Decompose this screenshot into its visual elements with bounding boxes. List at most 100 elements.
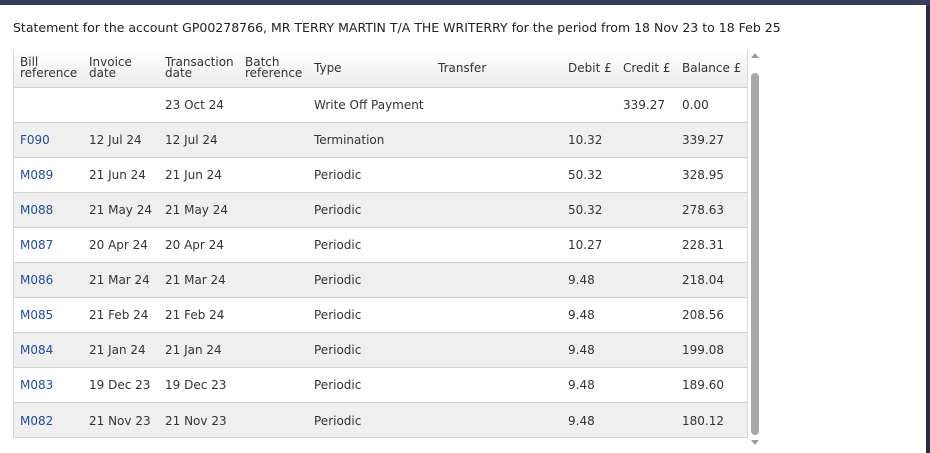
- cell-batch-reference: [239, 157, 308, 192]
- header-invoice-date[interactable]: Invoice date: [89, 55, 132, 81]
- background-page: [0, 0, 930, 6]
- header-type[interactable]: Type: [314, 60, 342, 75]
- cell-type: Periodic: [314, 167, 362, 182]
- cell-bill-reference[interactable]: M088: [20, 202, 54, 217]
- cell-type: Periodic: [314, 343, 362, 358]
- cell-credit: [617, 122, 676, 157]
- cell-bill-reference[interactable]: M083: [20, 378, 54, 393]
- table-row[interactable]: M086 21 Mar 24 21 Mar 24 Periodic 9.48 218.04: [14, 262, 747, 298]
- cell-batch-reference: [239, 368, 308, 403]
- header-balance[interactable]: Balance £: [682, 60, 742, 75]
- cell-credit: [617, 262, 676, 297]
- cell-credit: [617, 298, 676, 333]
- cell-debit: 9.48: [568, 308, 595, 323]
- cell-balance: 218.04: [682, 273, 724, 288]
- cell-debit: 9.48: [568, 378, 595, 393]
- table-row[interactable]: M088 21 May 24 21 May 24 Periodic 50.32 278.6…: [14, 192, 747, 228]
- cell-transaction-date: 19 Dec 23: [165, 378, 227, 393]
- cell-batch-reference: [239, 262, 308, 297]
- header-credit[interactable]: Credit £: [623, 60, 671, 75]
- header-transaction-date[interactable]: Transaction date: [165, 55, 234, 81]
- cell-invoice-date: 21 Nov 23: [89, 413, 151, 428]
- cell-balance: 208.56: [682, 308, 724, 323]
- cell-bill-reference[interactable]: M085: [20, 308, 54, 323]
- cell-transfer: [432, 87, 562, 122]
- scroll-down-arrow-icon[interactable]: [751, 440, 759, 445]
- cell-invoice-date: 21 May 24: [89, 202, 152, 217]
- cell-bill-reference: [14, 87, 83, 122]
- cell-invoice-date: [83, 87, 159, 122]
- cell-transfer: [432, 368, 562, 403]
- cell-debit: 50.32: [568, 167, 603, 182]
- cell-transaction-date: 23 Oct 24: [165, 97, 224, 112]
- cell-invoice-date: 20 Apr 24: [89, 237, 148, 252]
- cell-invoice-date: 21 Mar 24: [89, 273, 150, 288]
- cell-transfer: [432, 122, 562, 157]
- cell-bill-reference[interactable]: M087: [20, 237, 54, 252]
- cell-transaction-date: 12 Jul 24: [165, 132, 218, 147]
- table-row[interactable]: M089 21 Jun 24 21 Jun 24 Periodic 50.32 328.9…: [14, 157, 747, 193]
- cell-transaction-date: 20 Apr 24: [165, 237, 224, 252]
- cell-debit: [562, 87, 617, 122]
- cell-bill-reference[interactable]: M082: [20, 413, 54, 428]
- cell-invoice-date: 21 Feb 24: [89, 308, 149, 323]
- cell-transfer: [432, 157, 562, 192]
- cell-transaction-date: 21 May 24: [165, 202, 228, 217]
- cell-batch-reference: [239, 333, 308, 368]
- cell-bill-reference[interactable]: M089: [20, 167, 54, 182]
- cell-credit: [617, 192, 676, 227]
- cell-balance: 0.00: [682, 97, 709, 112]
- cell-credit: 339.27: [623, 97, 665, 112]
- header-bill-reference[interactable]: Bill reference: [20, 55, 78, 81]
- table-row[interactable]: F090 12 Jul 24 12 Jul 24 Termination 10.32 33…: [14, 122, 747, 158]
- cell-batch-reference: [239, 192, 308, 227]
- cell-type: Termination: [314, 132, 385, 147]
- cell-type: Write Off Payment: [314, 97, 424, 112]
- cell-bill-reference[interactable]: M086: [20, 273, 54, 288]
- table-row[interactable]: M087 20 Apr 24 20 Apr 24 Periodic 10.27 228.3…: [14, 227, 747, 263]
- cell-batch-reference: [239, 227, 308, 262]
- scroll-thumb[interactable]: [751, 73, 759, 435]
- cell-debit: 9.48: [568, 273, 595, 288]
- cell-transaction-date: 21 Nov 23: [165, 413, 227, 428]
- cell-type: Periodic: [314, 237, 362, 252]
- header-batch-reference[interactable]: Batch reference: [245, 55, 303, 81]
- table-row[interactable]: M082 21 Nov 23 21 Nov 23 Periodic 9.48 180.12: [14, 402, 747, 437]
- cell-type: Periodic: [314, 308, 362, 323]
- cell-type: Periodic: [314, 202, 362, 217]
- cell-transfer: [432, 403, 562, 437]
- cell-bill-reference[interactable]: F090: [20, 132, 50, 147]
- cell-balance: 180.12: [682, 413, 724, 428]
- cell-credit: [617, 403, 676, 437]
- header-transfer[interactable]: Transfer: [438, 60, 487, 75]
- cell-transaction-date: 21 Jan 24: [165, 343, 222, 358]
- table-row[interactable]: 23 Oct 24 Write Off Payment 339.27 0.00: [14, 87, 747, 123]
- statement-dialog: Statement for the account GP00278766, MR…: [0, 5, 926, 453]
- cell-transaction-date: 21 Mar 24: [165, 273, 226, 288]
- cell-balance: 189.60: [682, 378, 724, 393]
- statement-title: Statement for the account GP00278766, MR…: [13, 20, 781, 35]
- cell-transfer: [432, 333, 562, 368]
- cell-batch-reference: [239, 122, 308, 157]
- cell-balance: 328.95: [682, 167, 724, 182]
- cell-debit: 9.48: [568, 413, 595, 428]
- cell-credit: [617, 157, 676, 192]
- cell-transfer: [432, 298, 562, 333]
- cell-credit: [617, 333, 676, 368]
- table-row[interactable]: M083 19 Dec 23 19 Dec 23 Periodic 9.48 189.60: [14, 367, 747, 403]
- cell-bill-reference[interactable]: M084: [20, 343, 54, 358]
- table-row[interactable]: M085 21 Feb 24 21 Feb 24 Periodic 9.48 208.56: [14, 297, 747, 333]
- cell-invoice-date: 19 Dec 23: [89, 378, 151, 393]
- table-row[interactable]: M084 21 Jan 24 21 Jan 24 Periodic 9.48 199.08: [14, 332, 747, 368]
- statement-table-container: Bill reference Invoice date Transaction dat…: [13, 50, 748, 438]
- cell-transfer: [432, 262, 562, 297]
- cell-transaction-date: 21 Feb 24: [165, 308, 225, 323]
- scroll-up-arrow-icon[interactable]: [751, 53, 759, 58]
- cell-transaction-date: 21 Jun 24: [165, 167, 222, 182]
- cell-type: Periodic: [314, 378, 362, 393]
- cell-credit: [617, 368, 676, 403]
- header-debit[interactable]: Debit £: [568, 60, 612, 75]
- table-scrollbar[interactable]: [750, 53, 760, 445]
- cell-invoice-date: 21 Jun 24: [89, 167, 146, 182]
- cell-batch-reference: [239, 87, 308, 122]
